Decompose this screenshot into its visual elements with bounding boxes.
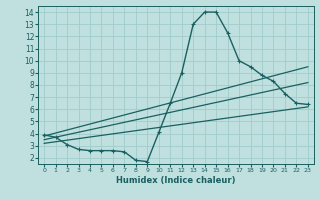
X-axis label: Humidex (Indice chaleur): Humidex (Indice chaleur) (116, 176, 236, 185)
